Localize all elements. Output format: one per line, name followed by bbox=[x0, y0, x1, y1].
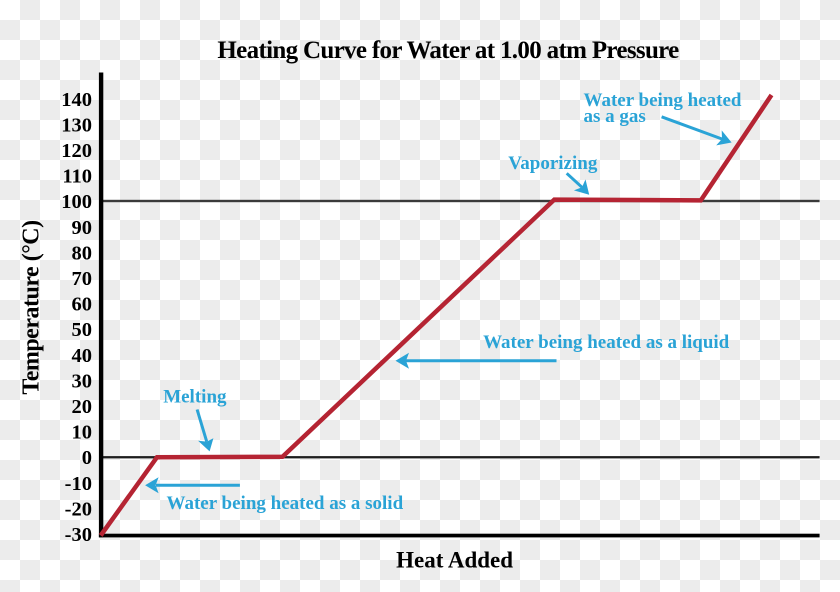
svg-text:Melting: Melting bbox=[163, 386, 227, 407]
svg-text:0: 0 bbox=[82, 447, 92, 469]
svg-text:as a gas: as a gas bbox=[584, 106, 646, 127]
svg-text:-10: -10 bbox=[65, 473, 92, 495]
svg-text:140: 140 bbox=[61, 89, 92, 111]
svg-text:110: 110 bbox=[62, 166, 92, 188]
svg-text:90: 90 bbox=[72, 217, 93, 239]
svg-text:70: 70 bbox=[72, 268, 93, 290]
svg-text:Temperature (°C): Temperature (°C) bbox=[19, 220, 45, 394]
svg-text:Vaporizing: Vaporizing bbox=[508, 153, 598, 174]
svg-text:100: 100 bbox=[61, 191, 92, 213]
svg-text:20: 20 bbox=[72, 396, 93, 418]
svg-text:Water being heated as a solid: Water being heated as a solid bbox=[167, 493, 404, 514]
svg-text:40: 40 bbox=[72, 345, 93, 367]
svg-text:80: 80 bbox=[72, 242, 93, 264]
svg-text:50: 50 bbox=[72, 319, 93, 341]
svg-text:Heat Added: Heat Added bbox=[396, 547, 513, 572]
svg-text:130: 130 bbox=[61, 114, 92, 136]
svg-text:30: 30 bbox=[72, 370, 93, 392]
svg-text:-20: -20 bbox=[65, 498, 92, 520]
svg-text:60: 60 bbox=[72, 294, 93, 316]
svg-text:120: 120 bbox=[61, 140, 92, 162]
svg-text:10: 10 bbox=[72, 422, 93, 444]
svg-text:Water being heated as a liquid: Water being heated as a liquid bbox=[483, 332, 730, 353]
svg-text:Heating Curve for Water at 1.0: Heating Curve for Water at 1.00 atm Pres… bbox=[217, 37, 679, 64]
svg-text:-30: -30 bbox=[65, 524, 92, 546]
svg-text:Water being heated: Water being heated bbox=[584, 90, 742, 111]
